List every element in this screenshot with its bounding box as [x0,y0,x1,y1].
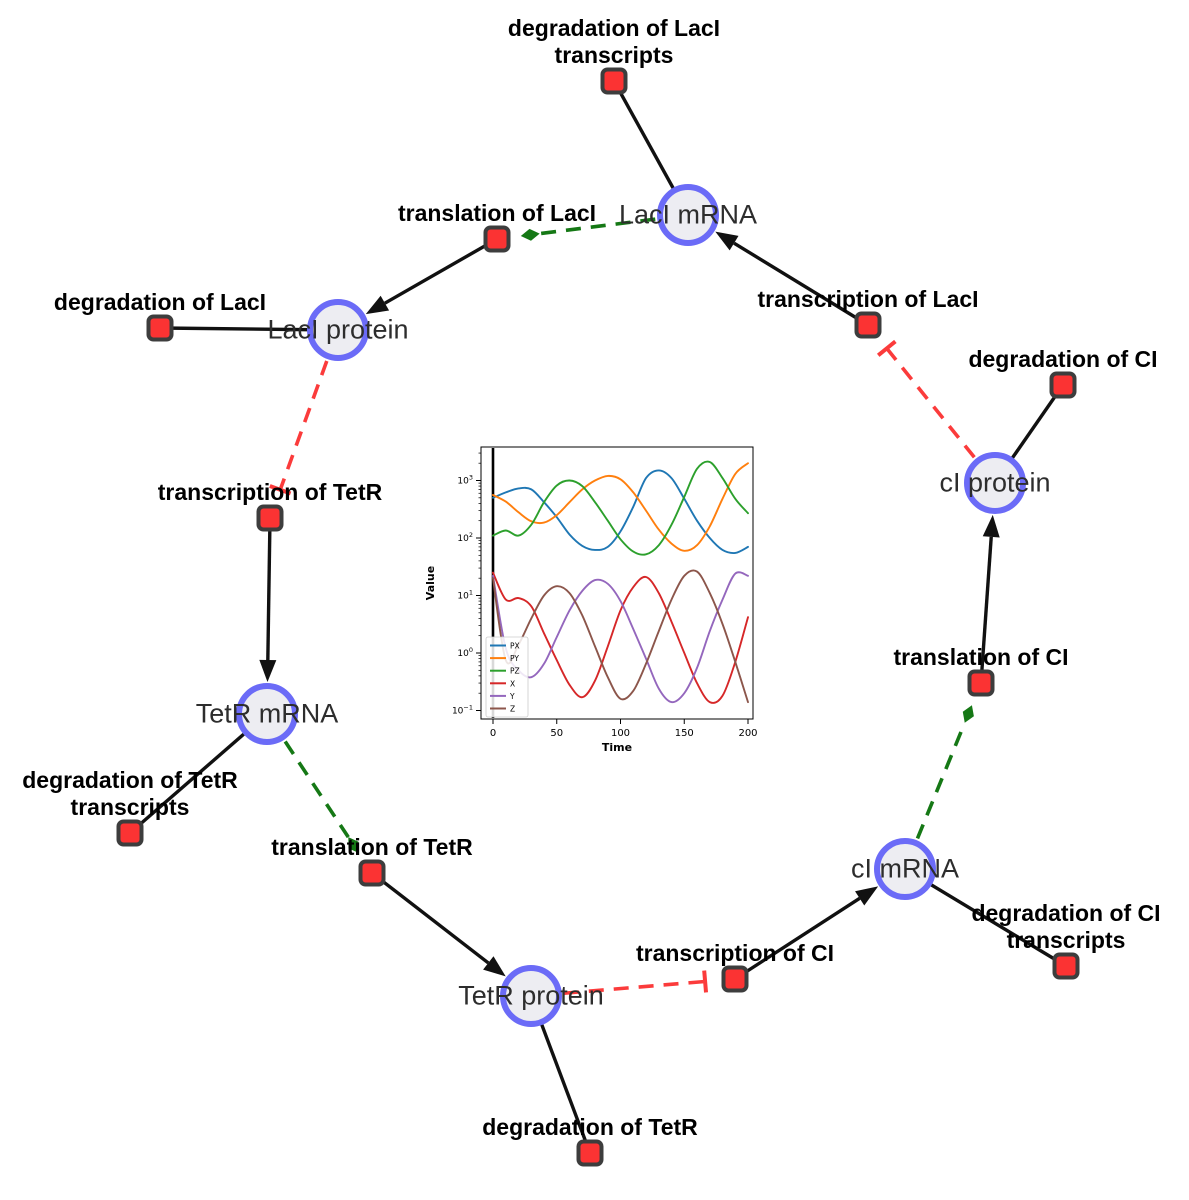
edge-modifier-tetr_mrna-to-transl_tetr [283,740,359,853]
species-node-tetr_protein [500,965,562,1027]
svg-text:0: 0 [490,728,496,739]
reaction-node-transl_tetr [358,859,386,887]
reaction-node-transl_ci [967,669,995,697]
edge-inhibition-tetr_protein-to-txn_ci [563,970,709,996]
species-label-laci_protein: LacI protein [267,314,409,345]
svg-text:103: 103 [457,474,473,487]
reaction-label-deg_laci: degradation of LacI [53,289,267,315]
svg-text:50: 50 [550,728,563,739]
reaction-label-deg_ci_tx: degradation of CI transcripts [971,900,1161,953]
reaction-node-transl_laci [483,225,511,253]
reaction-node-txn_tetr [256,504,284,532]
species-label-ci_protein: cI protein [939,467,1051,498]
chart-series [492,460,749,704]
svg-text:150: 150 [675,728,694,739]
species-node-ci_protein [964,452,1026,514]
reaction-label-transl_tetr: translation of TetR [271,834,473,860]
reaction-label-deg_tetr_tx: degradation of TetR transcripts [22,767,238,820]
chart-xlabel: Time [602,741,632,754]
edge-production-txn_ci-to-ci_mrna [734,886,879,981]
chart-x-axis: 0 50 100 150 200 [490,719,758,739]
species-label-tetr_protein: TetR protein [458,980,604,1011]
reaction-label-deg_laci_tx: degradation of LacI transcripts [507,15,721,68]
reaction-node-deg_tetr [576,1139,604,1167]
chart-line-Y [492,571,749,704]
chart-line-PY [492,462,749,552]
edge-production-transl_tetr-to-tetr_protein [370,871,506,977]
svg-text:101: 101 [457,589,473,602]
reaction-node-deg_tetr_tx [116,819,144,847]
species-label-ci_mrna: cI mRNA [851,853,959,884]
reaction-node-txn_laci [854,311,882,339]
edge-modifier-laci_mrna-to-transl_laci [520,217,656,241]
edge-modifier-ci_mrna-to-transl_ci [915,705,974,840]
svg-text:10−1: 10−1 [452,704,473,717]
reaction-node-deg_ci_tx [1052,952,1080,980]
chart-legend: PX PY PZ XYZ [485,636,529,718]
reaction-label-transl_laci: translation of LacI [397,200,597,226]
species-node-tetr_mrna [236,683,298,745]
reaction-label-txn_ci: transcription of CI [635,940,835,966]
species-node-laci_protein [307,299,369,361]
reaction-label-txn_laci: transcription of LacI [757,286,979,312]
inset-timeseries-chart: 103 102 101 100 10−1 Value 0 50 100 150 200 Time PX P… [420,437,770,767]
reaction-node-deg_laci [146,314,174,342]
legend-label-PY: PY [510,654,519,663]
reaction-node-txn_ci [721,965,749,993]
edge-inhibition-laci_protein-to-txn_tetr [269,360,329,496]
chart-spines [480,446,754,720]
svg-text:100: 100 [611,728,630,739]
edge-production-transl_laci-to-laci_protein [365,237,498,315]
reaction-label-deg_ci: degradation of CI [968,346,1158,372]
species-label-laci_mrna: LacI mRNA [618,199,758,230]
legend-label-PX: PX [510,642,520,651]
edge-inhibition-ci_protein-to-txn_laci [876,339,976,459]
legend-label-Z: Z [510,705,515,714]
legend-label-X: X [510,679,515,688]
reaction-node-deg_laci_tx [600,67,628,95]
chart-line-Z [492,569,749,704]
edge-production-txn_laci-to-laci_mrna [715,231,869,327]
edge-production-transl_ci-to-ci_protein [979,514,1000,684]
legend-label-Y: Y [509,692,515,701]
chart-y-axis: 103 102 101 100 10−1 [452,452,481,717]
species-node-ci_mrna [874,838,936,900]
species-node-laci_mrna [657,184,719,246]
reaction-node-deg_ci [1049,371,1077,399]
legend-label-PZ: PZ [510,667,520,676]
svg-text:200: 200 [738,728,757,739]
reaction-label-deg_tetr: degradation of TetR [482,1114,698,1140]
edge-production-txn_tetr-to-tetr_mrna [259,517,277,683]
edge-consumption-ci_mrna-to-deg_ci_tx [904,867,1067,968]
svg-text:100: 100 [457,646,473,659]
chart-line-PZ [492,460,749,556]
species-label-tetr_mrna: TetR mRNA [195,698,339,729]
chart-ylabel: Value [424,566,437,600]
svg-text:102: 102 [457,531,473,544]
reaction-label-transl_ci: translation of CI [893,644,1069,670]
reaction-label-txn_tetr: transcription of TetR [157,479,383,505]
